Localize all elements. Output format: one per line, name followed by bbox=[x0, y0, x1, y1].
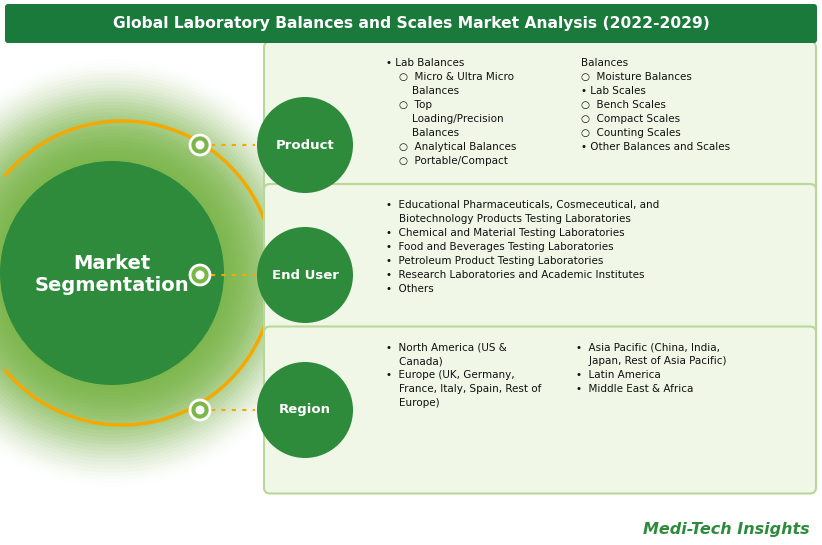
Text: Market: Market bbox=[73, 253, 150, 272]
Text: Product: Product bbox=[275, 138, 335, 152]
Circle shape bbox=[190, 265, 210, 285]
Circle shape bbox=[0, 140, 245, 406]
Circle shape bbox=[0, 91, 294, 455]
Circle shape bbox=[0, 161, 224, 385]
Text: Segmentation: Segmentation bbox=[35, 276, 189, 294]
Circle shape bbox=[257, 227, 353, 323]
Circle shape bbox=[0, 116, 270, 431]
FancyBboxPatch shape bbox=[264, 184, 816, 366]
Circle shape bbox=[0, 143, 242, 403]
Circle shape bbox=[0, 88, 298, 458]
Text: Global Laboratory Balances and Scales Market Analysis (2022-2029): Global Laboratory Balances and Scales Ma… bbox=[113, 16, 709, 31]
Circle shape bbox=[0, 119, 266, 427]
Circle shape bbox=[190, 135, 210, 155]
Circle shape bbox=[0, 136, 248, 409]
FancyBboxPatch shape bbox=[264, 326, 816, 494]
Circle shape bbox=[196, 141, 205, 149]
Circle shape bbox=[0, 150, 234, 396]
Circle shape bbox=[0, 112, 273, 434]
Text: • Lab Balances
    ○  Micro & Ultra Micro
        Balances
    ○  Top
        Lo: • Lab Balances ○ Micro & Ultra Micro Bal… bbox=[386, 58, 516, 166]
Circle shape bbox=[0, 147, 238, 399]
Circle shape bbox=[257, 362, 353, 458]
Text: End User: End User bbox=[271, 269, 339, 282]
Circle shape bbox=[0, 94, 290, 451]
FancyBboxPatch shape bbox=[5, 4, 817, 43]
Circle shape bbox=[0, 123, 262, 423]
Circle shape bbox=[0, 108, 276, 438]
Circle shape bbox=[0, 133, 252, 413]
Circle shape bbox=[0, 154, 231, 392]
Text: •  North America (US &
    Canada)
•  Europe (UK, Germany,
    France, Italy, Sp: • North America (US & Canada) • Europe (… bbox=[386, 342, 542, 409]
Circle shape bbox=[0, 158, 228, 389]
Circle shape bbox=[0, 130, 256, 416]
Text: Medi-Tech Insights: Medi-Tech Insights bbox=[644, 522, 810, 537]
Circle shape bbox=[196, 405, 205, 415]
Text: Balances
○  Moisture Balances
• Lab Scales
○  Bench Scales
○  Compact Scales
○  : Balances ○ Moisture Balances • Lab Scale… bbox=[581, 58, 730, 152]
Circle shape bbox=[0, 101, 284, 445]
Circle shape bbox=[196, 270, 205, 280]
Circle shape bbox=[0, 98, 287, 448]
Circle shape bbox=[257, 97, 353, 193]
Text: •  Educational Pharmaceuticals, Cosmeceutical, and
    Biotechnology Products Te: • Educational Pharmaceuticals, Cosmeceut… bbox=[386, 200, 659, 294]
Circle shape bbox=[0, 105, 280, 441]
Text: Region: Region bbox=[279, 403, 331, 416]
Circle shape bbox=[190, 400, 210, 420]
FancyBboxPatch shape bbox=[264, 41, 816, 249]
Text: •  Asia Pacific (China, India,
    Japan, Rest of Asia Pacific)
•  Latin America: • Asia Pacific (China, India, Japan, Res… bbox=[576, 342, 727, 395]
Circle shape bbox=[0, 126, 259, 420]
